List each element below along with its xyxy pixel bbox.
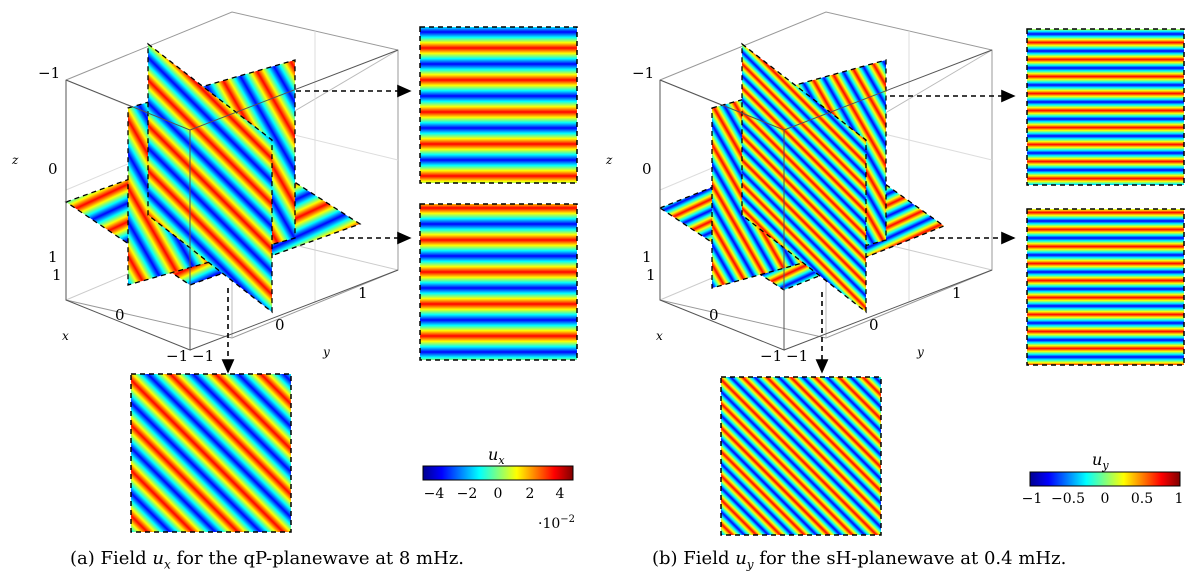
panel-b-slice-image-top [1026, 28, 1185, 186]
z-axis-label: z [11, 153, 19, 167]
z-tick: −1 [632, 64, 654, 82]
panel-a-ticks: −1 0 1 1 0 −1 −1 0 1 z x y [11, 64, 368, 365]
panel-a-slice-image-top [419, 26, 578, 184]
y-tick: −1 [786, 347, 808, 365]
colorbar-tick: −2 [457, 486, 478, 502]
panel-b: −1 0 1 1 0 −1 −1 0 1 z x y uy − [605, 11, 1185, 536]
z-tick: 1 [48, 248, 58, 266]
x-axis-label: x [62, 329, 69, 343]
panel-b-colorbar: uy −1 −0.5 0 0.5 1 [1022, 450, 1184, 507]
z-tick: 0 [48, 160, 58, 178]
caption-b: (b) Field uy for the sH-planewave at 0.4… [652, 548, 1067, 572]
x-tick: 0 [709, 306, 719, 324]
panel-a-slice-image-middle [419, 203, 578, 361]
colorbar-tick: −4 [424, 486, 445, 502]
colorbar-multiplier: ·10−2 [538, 514, 575, 532]
y-tick: 1 [952, 284, 962, 302]
z-tick: 1 [642, 248, 652, 266]
x-axis-label: x [656, 329, 663, 343]
x-tick: 1 [52, 266, 62, 284]
y-tick: −1 [192, 347, 214, 365]
x-tick: 0 [115, 306, 125, 324]
x-tick: −1 [166, 347, 188, 365]
panel-b-ticks: −1 0 1 1 0 −1 −1 0 1 z x y [605, 64, 962, 365]
panel-a-vertical-slice-2 [147, 42, 273, 314]
colorbar-tick: 0.5 [1131, 491, 1153, 507]
panel-b-vertical-slice-2 [741, 42, 867, 314]
colorbar-tick: 0 [494, 486, 503, 502]
colorbar-tick: 1 [1175, 491, 1184, 507]
y-tick: 1 [358, 284, 368, 302]
colorbar-tick: 2 [526, 486, 535, 502]
panel-b-slice-image-middle [1026, 208, 1185, 366]
panel-a-slice-image-bottom [130, 373, 292, 533]
z-tick: 0 [642, 160, 652, 178]
z-tick: −1 [38, 64, 60, 82]
colorbar-label: uy [1092, 450, 1109, 472]
x-tick: 1 [646, 266, 656, 284]
z-axis-label: z [605, 153, 613, 167]
colorbar-tick: 4 [556, 486, 565, 502]
panel-a-colorbar: ux −4 −2 0 2 4 ·10−2 [422, 445, 575, 532]
colorbar-tick: −0.5 [1051, 491, 1085, 507]
y-tick: 0 [869, 316, 879, 334]
y-axis-label: y [322, 345, 330, 359]
colorbar-label: ux [488, 445, 505, 467]
y-axis-label: y [916, 345, 924, 359]
caption-a: (a) Field ux for the qP-planewave at 8 m… [70, 548, 465, 572]
colorbar-tick: 0 [1101, 491, 1110, 507]
y-tick: 0 [275, 316, 285, 334]
panel-a-arrows [221, 84, 412, 374]
colorbar-tick: −1 [1022, 491, 1043, 507]
panel-b-arrows [815, 89, 1016, 374]
panel-b-slice-image-bottom [720, 376, 882, 536]
panel-a: −1 0 1 1 0 −1 −1 0 1 z x y ux [11, 11, 578, 533]
x-tick: −1 [760, 347, 782, 365]
